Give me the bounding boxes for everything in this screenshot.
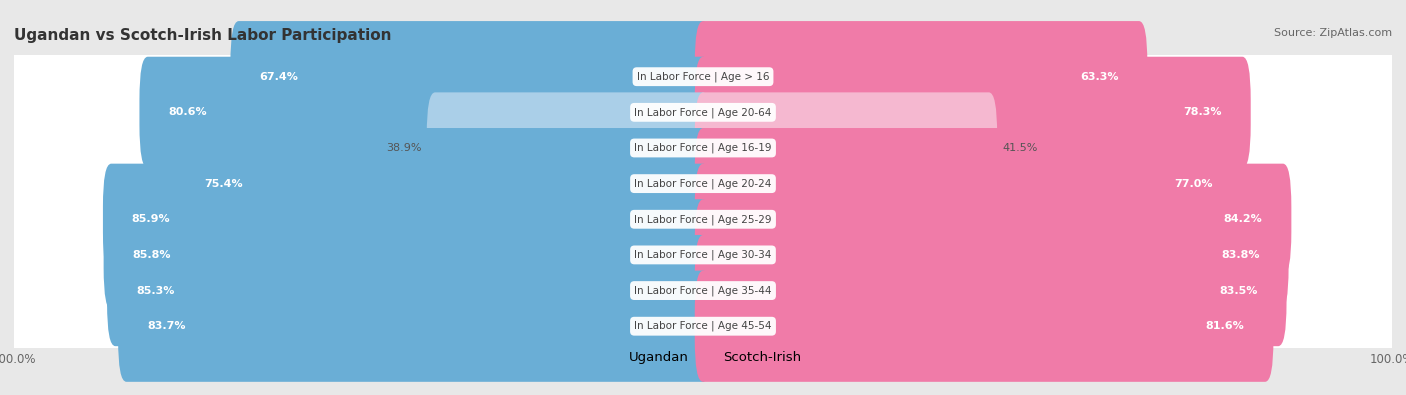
- Text: 83.7%: 83.7%: [148, 321, 186, 331]
- FancyBboxPatch shape: [4, 8, 1402, 146]
- FancyBboxPatch shape: [695, 271, 1274, 382]
- FancyBboxPatch shape: [118, 271, 711, 382]
- FancyBboxPatch shape: [139, 57, 711, 168]
- FancyBboxPatch shape: [4, 150, 1402, 288]
- FancyBboxPatch shape: [4, 43, 1402, 181]
- Text: In Labor Force | Age 45-54: In Labor Force | Age 45-54: [634, 321, 772, 331]
- Text: In Labor Force | Age 25-29: In Labor Force | Age 25-29: [634, 214, 772, 224]
- FancyBboxPatch shape: [176, 128, 711, 239]
- Text: 80.6%: 80.6%: [169, 107, 207, 117]
- FancyBboxPatch shape: [107, 235, 711, 346]
- Text: 41.5%: 41.5%: [1002, 143, 1038, 153]
- FancyBboxPatch shape: [695, 164, 1291, 275]
- FancyBboxPatch shape: [4, 222, 1402, 360]
- FancyBboxPatch shape: [4, 115, 1402, 253]
- Text: 84.2%: 84.2%: [1223, 214, 1263, 224]
- Text: 77.0%: 77.0%: [1174, 179, 1213, 189]
- Text: 63.3%: 63.3%: [1080, 71, 1118, 82]
- FancyBboxPatch shape: [4, 257, 1402, 395]
- Text: 85.9%: 85.9%: [132, 214, 170, 224]
- Legend: Ugandan, Scotch-Irish: Ugandan, Scotch-Irish: [605, 352, 801, 364]
- FancyBboxPatch shape: [695, 199, 1289, 310]
- Text: 75.4%: 75.4%: [204, 179, 243, 189]
- FancyBboxPatch shape: [695, 92, 997, 203]
- Text: Source: ZipAtlas.com: Source: ZipAtlas.com: [1274, 28, 1392, 38]
- Text: In Labor Force | Age > 16: In Labor Force | Age > 16: [637, 71, 769, 82]
- Text: 81.6%: 81.6%: [1206, 321, 1244, 331]
- Text: 85.3%: 85.3%: [136, 286, 174, 295]
- FancyBboxPatch shape: [103, 164, 711, 275]
- Text: In Labor Force | Age 16-19: In Labor Force | Age 16-19: [634, 143, 772, 153]
- FancyBboxPatch shape: [231, 21, 711, 132]
- Text: 38.9%: 38.9%: [385, 143, 422, 153]
- Text: In Labor Force | Age 30-34: In Labor Force | Age 30-34: [634, 250, 772, 260]
- Text: 78.3%: 78.3%: [1184, 107, 1222, 117]
- Text: 83.5%: 83.5%: [1219, 286, 1257, 295]
- Text: Ugandan vs Scotch-Irish Labor Participation: Ugandan vs Scotch-Irish Labor Participat…: [14, 28, 391, 43]
- Text: 85.8%: 85.8%: [132, 250, 172, 260]
- FancyBboxPatch shape: [695, 21, 1147, 132]
- FancyBboxPatch shape: [695, 57, 1251, 168]
- FancyBboxPatch shape: [4, 186, 1402, 324]
- Text: In Labor Force | Age 20-64: In Labor Force | Age 20-64: [634, 107, 772, 118]
- Text: In Labor Force | Age 35-44: In Labor Force | Age 35-44: [634, 285, 772, 296]
- FancyBboxPatch shape: [427, 92, 711, 203]
- Text: 83.8%: 83.8%: [1222, 250, 1260, 260]
- FancyBboxPatch shape: [695, 128, 1241, 239]
- FancyBboxPatch shape: [4, 79, 1402, 217]
- FancyBboxPatch shape: [695, 235, 1286, 346]
- FancyBboxPatch shape: [104, 199, 711, 310]
- Text: 67.4%: 67.4%: [259, 71, 298, 82]
- Text: In Labor Force | Age 20-24: In Labor Force | Age 20-24: [634, 179, 772, 189]
